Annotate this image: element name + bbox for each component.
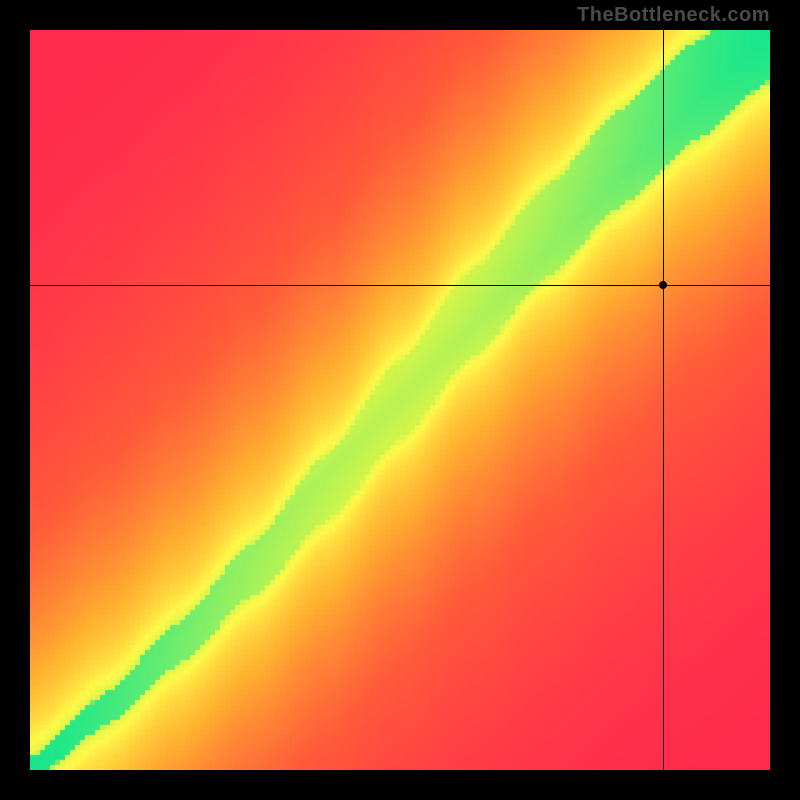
watermark-text: TheBottleneck.com	[577, 4, 770, 27]
marker-dot	[659, 281, 667, 289]
bottleneck-heatmap	[30, 30, 770, 770]
crosshair-vertical	[663, 30, 664, 770]
plot-area	[30, 30, 770, 770]
chart-container: TheBottleneck.com	[0, 0, 800, 800]
